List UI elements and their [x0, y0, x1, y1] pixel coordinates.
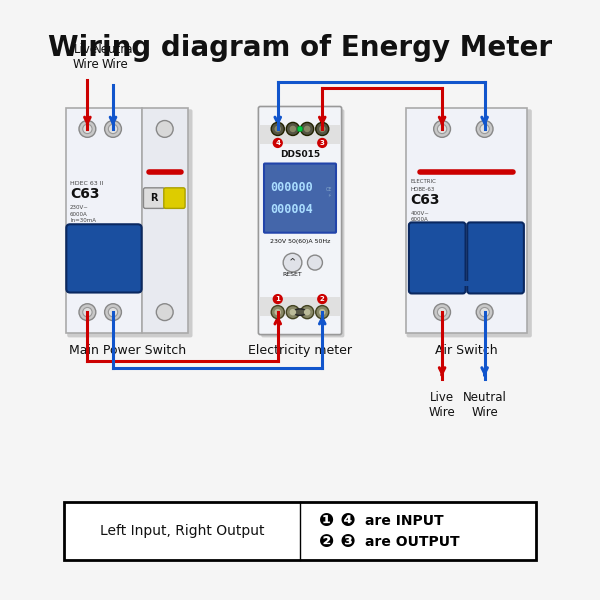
- Circle shape: [83, 307, 92, 317]
- Circle shape: [317, 294, 328, 304]
- Circle shape: [286, 122, 299, 136]
- Text: 4: 4: [275, 140, 280, 146]
- Circle shape: [316, 122, 329, 136]
- Circle shape: [480, 307, 489, 317]
- Text: ❷ ❸: ❷ ❸: [319, 533, 355, 551]
- Circle shape: [157, 304, 173, 320]
- Text: 230V 50(60)A 50Hz: 230V 50(60)A 50Hz: [270, 239, 330, 244]
- Text: C63: C63: [410, 193, 440, 207]
- Circle shape: [271, 305, 284, 319]
- Circle shape: [109, 124, 118, 134]
- FancyBboxPatch shape: [264, 164, 336, 233]
- Circle shape: [307, 255, 322, 270]
- Text: 2: 2: [320, 296, 325, 302]
- Text: 000004: 000004: [270, 203, 313, 216]
- Text: are OUTPUT: are OUTPUT: [365, 535, 460, 550]
- Circle shape: [290, 309, 296, 316]
- Circle shape: [304, 309, 310, 316]
- Text: CE
⚡: CE ⚡: [326, 187, 332, 198]
- Circle shape: [109, 307, 118, 317]
- Text: are INPUT: are INPUT: [365, 514, 444, 528]
- Text: Live
Wire: Live Wire: [72, 43, 99, 71]
- Text: HDEC 63 II: HDEC 63 II: [70, 181, 104, 186]
- FancyBboxPatch shape: [64, 502, 536, 560]
- FancyBboxPatch shape: [142, 109, 188, 333]
- Circle shape: [316, 305, 329, 319]
- Text: Main Power Switch: Main Power Switch: [68, 344, 185, 357]
- Text: Live
Wire: Live Wire: [429, 391, 455, 419]
- Circle shape: [283, 253, 302, 272]
- Text: ⌃: ⌃: [288, 257, 297, 268]
- Text: Neutral
Wire: Neutral Wire: [93, 43, 137, 71]
- Circle shape: [79, 304, 96, 320]
- Bar: [260, 297, 340, 316]
- Circle shape: [437, 124, 447, 134]
- FancyBboxPatch shape: [261, 109, 344, 337]
- Text: Air Switch: Air Switch: [435, 344, 498, 357]
- Text: R: R: [151, 193, 158, 203]
- Text: 230V~: 230V~: [70, 205, 89, 211]
- Circle shape: [271, 122, 284, 136]
- Circle shape: [301, 122, 314, 136]
- Ellipse shape: [293, 309, 307, 316]
- Circle shape: [476, 121, 493, 137]
- FancyBboxPatch shape: [164, 188, 185, 208]
- Text: 6000A: 6000A: [410, 217, 428, 223]
- FancyBboxPatch shape: [467, 223, 524, 293]
- Circle shape: [157, 121, 173, 137]
- Circle shape: [437, 307, 447, 317]
- Text: Wiring diagram of Energy Meter: Wiring diagram of Energy Meter: [48, 34, 552, 62]
- Circle shape: [297, 126, 303, 132]
- FancyBboxPatch shape: [143, 188, 165, 208]
- Text: RESET: RESET: [283, 272, 302, 277]
- Bar: [464, 281, 469, 286]
- Circle shape: [319, 309, 326, 316]
- Text: 000000: 000000: [270, 181, 313, 194]
- Circle shape: [434, 121, 451, 137]
- Text: Neutral
Wire: Neutral Wire: [463, 391, 506, 419]
- Text: 3: 3: [320, 140, 325, 146]
- Circle shape: [317, 138, 328, 148]
- Text: HOBE-63: HOBE-63: [410, 187, 434, 191]
- FancyBboxPatch shape: [407, 109, 532, 337]
- Text: ❶ ❹: ❶ ❹: [319, 512, 355, 530]
- Circle shape: [301, 305, 314, 319]
- Circle shape: [434, 304, 451, 320]
- Circle shape: [290, 125, 296, 132]
- Circle shape: [104, 121, 121, 137]
- Text: DDS015: DDS015: [280, 150, 320, 159]
- Text: 400V~: 400V~: [410, 211, 429, 216]
- Circle shape: [286, 305, 299, 319]
- FancyBboxPatch shape: [67, 224, 142, 293]
- Circle shape: [272, 294, 283, 304]
- FancyBboxPatch shape: [67, 109, 142, 333]
- Text: Electricity meter: Electricity meter: [248, 344, 352, 357]
- Text: Left Input, Right Output: Left Input, Right Output: [100, 524, 265, 538]
- Circle shape: [83, 124, 92, 134]
- FancyBboxPatch shape: [259, 106, 341, 335]
- Text: C63: C63: [70, 187, 100, 201]
- FancyBboxPatch shape: [406, 109, 527, 333]
- FancyBboxPatch shape: [67, 109, 193, 337]
- Text: ELECTRIC: ELECTRIC: [410, 179, 436, 184]
- FancyBboxPatch shape: [409, 223, 466, 293]
- Circle shape: [274, 309, 281, 316]
- Circle shape: [304, 125, 310, 132]
- Circle shape: [79, 121, 96, 137]
- Circle shape: [476, 304, 493, 320]
- Text: 6000A: 6000A: [70, 212, 88, 217]
- Text: In=30mA: In=30mA: [70, 218, 96, 223]
- Circle shape: [104, 304, 121, 320]
- Circle shape: [319, 125, 326, 132]
- Bar: [260, 125, 340, 144]
- Circle shape: [272, 138, 283, 148]
- Circle shape: [274, 125, 281, 132]
- Text: 1: 1: [275, 296, 280, 302]
- Circle shape: [480, 124, 489, 134]
